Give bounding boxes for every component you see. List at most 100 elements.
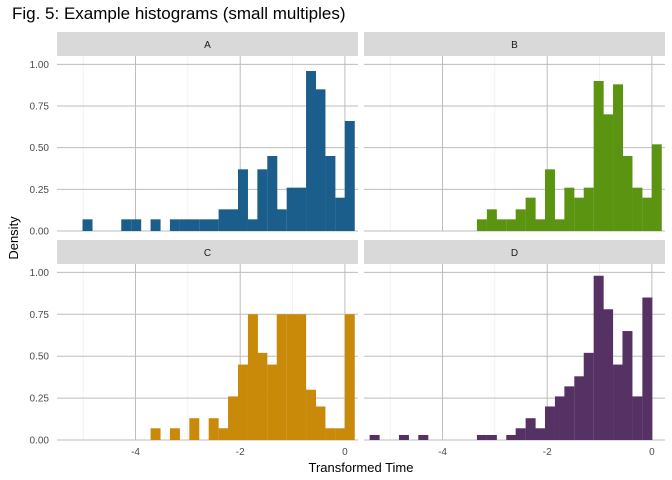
panel-b-bar bbox=[544, 169, 555, 231]
panel-a-bar bbox=[257, 169, 268, 231]
panel-c-bar bbox=[150, 428, 161, 440]
panel-d-bar bbox=[622, 331, 633, 440]
panel-b-bar bbox=[525, 197, 536, 231]
x-tick-label: 0 bbox=[342, 447, 348, 458]
y-tick-label: 0.25 bbox=[30, 185, 50, 196]
x-tick-label: -4 bbox=[438, 447, 447, 458]
panel-d-bar bbox=[593, 275, 604, 440]
panel-a-bar bbox=[344, 121, 355, 231]
panel-d-bar bbox=[369, 434, 380, 440]
panel-c-strip bbox=[57, 240, 358, 264]
panel-c-bar bbox=[267, 364, 278, 440]
panel-c-bar bbox=[286, 314, 297, 440]
y-axis-title: Density bbox=[6, 216, 21, 260]
panel-c-bar bbox=[344, 314, 355, 440]
panel-a-bar bbox=[189, 219, 200, 231]
panel-a-bar bbox=[228, 209, 239, 231]
panel-d-bar bbox=[506, 434, 517, 440]
panel-d-bar bbox=[486, 434, 497, 440]
panel-c-bar bbox=[169, 428, 180, 440]
panel-c-bar bbox=[315, 406, 326, 440]
panel-b-strip-label: B bbox=[511, 40, 518, 51]
panel-d-bar bbox=[564, 386, 575, 440]
panel-a-bar bbox=[335, 197, 346, 231]
y-tick-label: 1.00 bbox=[30, 60, 50, 71]
panel-d-bar bbox=[554, 396, 565, 440]
y-tick-label: 1.00 bbox=[30, 268, 50, 279]
panel-d-bar bbox=[632, 396, 643, 440]
figure-title: Fig. 5: Example histograms (small multip… bbox=[12, 4, 346, 23]
panel-a-bar bbox=[218, 209, 229, 231]
panel-b-bar bbox=[554, 219, 565, 231]
panel-d-bar bbox=[418, 434, 429, 440]
panel-c-bar bbox=[335, 428, 346, 440]
panel-b-bar bbox=[583, 187, 594, 231]
panel-d-bar bbox=[642, 297, 653, 440]
panel-b-bar bbox=[535, 219, 546, 231]
panel-d-strip-label: D bbox=[511, 248, 518, 259]
y-tick-label: 0.50 bbox=[30, 352, 50, 363]
x-tick-label: -2 bbox=[543, 447, 552, 458]
x-tick-label: -2 bbox=[236, 447, 245, 458]
panel-b-bar bbox=[613, 84, 624, 231]
panel-d-bar bbox=[574, 376, 585, 440]
panel-d-bar bbox=[613, 364, 624, 440]
panel-a-bar bbox=[296, 187, 307, 231]
panel-b-bar bbox=[506, 219, 517, 231]
y-tick-label: 0.00 bbox=[30, 436, 50, 447]
panel-d-bar bbox=[525, 418, 536, 440]
panel-d-bar bbox=[583, 352, 594, 440]
panel-c-bar bbox=[218, 428, 229, 440]
panel-a-bar bbox=[82, 219, 93, 231]
panel-a-bar bbox=[267, 156, 278, 231]
panel-a-bar bbox=[179, 219, 190, 231]
panel-a-bar bbox=[276, 209, 287, 231]
panel-b-bar bbox=[593, 81, 604, 231]
panel-b-bar bbox=[632, 187, 643, 231]
panel-b-bar bbox=[515, 209, 526, 231]
panel-d-bar bbox=[398, 434, 409, 440]
panel-b-bar bbox=[564, 187, 575, 231]
panel-a-bar bbox=[237, 169, 248, 231]
panel-d-strip bbox=[364, 240, 665, 264]
panel-a-bar bbox=[208, 219, 219, 231]
panel-c-bar bbox=[257, 352, 268, 440]
panel-d-bar bbox=[515, 428, 526, 440]
panel-b-strip bbox=[364, 32, 665, 56]
panel-d-bar bbox=[476, 434, 487, 440]
y-tick-label: 0.25 bbox=[30, 394, 50, 405]
panel-a-strip-label: A bbox=[204, 40, 211, 51]
panel-a-bar bbox=[286, 187, 297, 231]
panel-c-bar bbox=[228, 396, 239, 440]
panel-a-bar bbox=[169, 219, 180, 231]
panel-a-bar bbox=[306, 71, 317, 231]
panel-a-bar bbox=[247, 219, 258, 231]
panel-c-bar bbox=[247, 314, 258, 440]
panel-a-bar bbox=[325, 156, 336, 231]
y-tick-label: 0.75 bbox=[30, 102, 50, 113]
panel-b-bar bbox=[622, 156, 633, 231]
panel-c-bar bbox=[237, 364, 248, 440]
panel-a-strip bbox=[57, 32, 358, 56]
panel-b-bar bbox=[476, 219, 487, 231]
panel-d-bar bbox=[535, 428, 546, 440]
panel-c-bar bbox=[208, 418, 219, 440]
panel-a-bar bbox=[131, 219, 142, 231]
panel-b-bar bbox=[496, 219, 507, 231]
panel-d-bar bbox=[544, 406, 555, 440]
panel-c-bar bbox=[306, 389, 317, 440]
panel-a-bar bbox=[121, 219, 132, 231]
panel-c-strip-label: C bbox=[204, 248, 211, 259]
panel-b-bar bbox=[651, 144, 662, 231]
y-tick-label: 0.75 bbox=[30, 310, 50, 321]
panel-a-bar bbox=[315, 89, 326, 231]
panel-c-bar bbox=[325, 428, 336, 440]
panel-c-bar bbox=[189, 418, 200, 440]
panel-d-bar bbox=[603, 309, 614, 440]
x-tick-label: -4 bbox=[131, 447, 140, 458]
panel-c-bar bbox=[296, 314, 307, 440]
x-axis-title: Transformed Time bbox=[309, 460, 414, 475]
x-tick-label: 0 bbox=[649, 447, 655, 458]
panel-a-bar bbox=[199, 219, 210, 231]
panel-b-bar bbox=[642, 197, 653, 231]
